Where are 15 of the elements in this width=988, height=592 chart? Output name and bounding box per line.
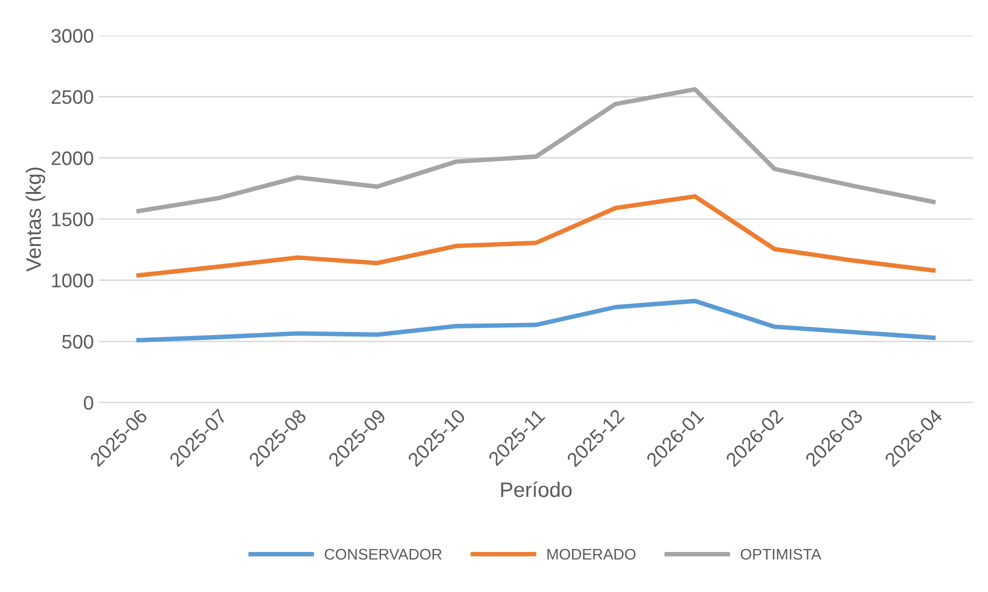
line-series [136,194,936,278]
y-tick-label: 2500 [52,90,94,104]
legend-label: MODERADO [547,548,636,560]
y-axis-title: Ventas (kg) [26,168,46,272]
y-tick-label: 1000 [52,274,94,288]
y-tick-label: 0 [84,396,94,410]
y-tick-label: 3000 [51,28,94,43]
line-series [136,298,936,342]
y-tick-label: 2000 [52,151,94,166]
line-series [136,87,936,214]
legend-label: CONSERVADOR [324,548,442,560]
x-axis-title: Período [501,482,572,498]
y-tick-label: 500 [62,334,94,349]
y-tick-label: 1500 [52,212,94,226]
legend-label: OPTIMISTA [740,548,822,560]
